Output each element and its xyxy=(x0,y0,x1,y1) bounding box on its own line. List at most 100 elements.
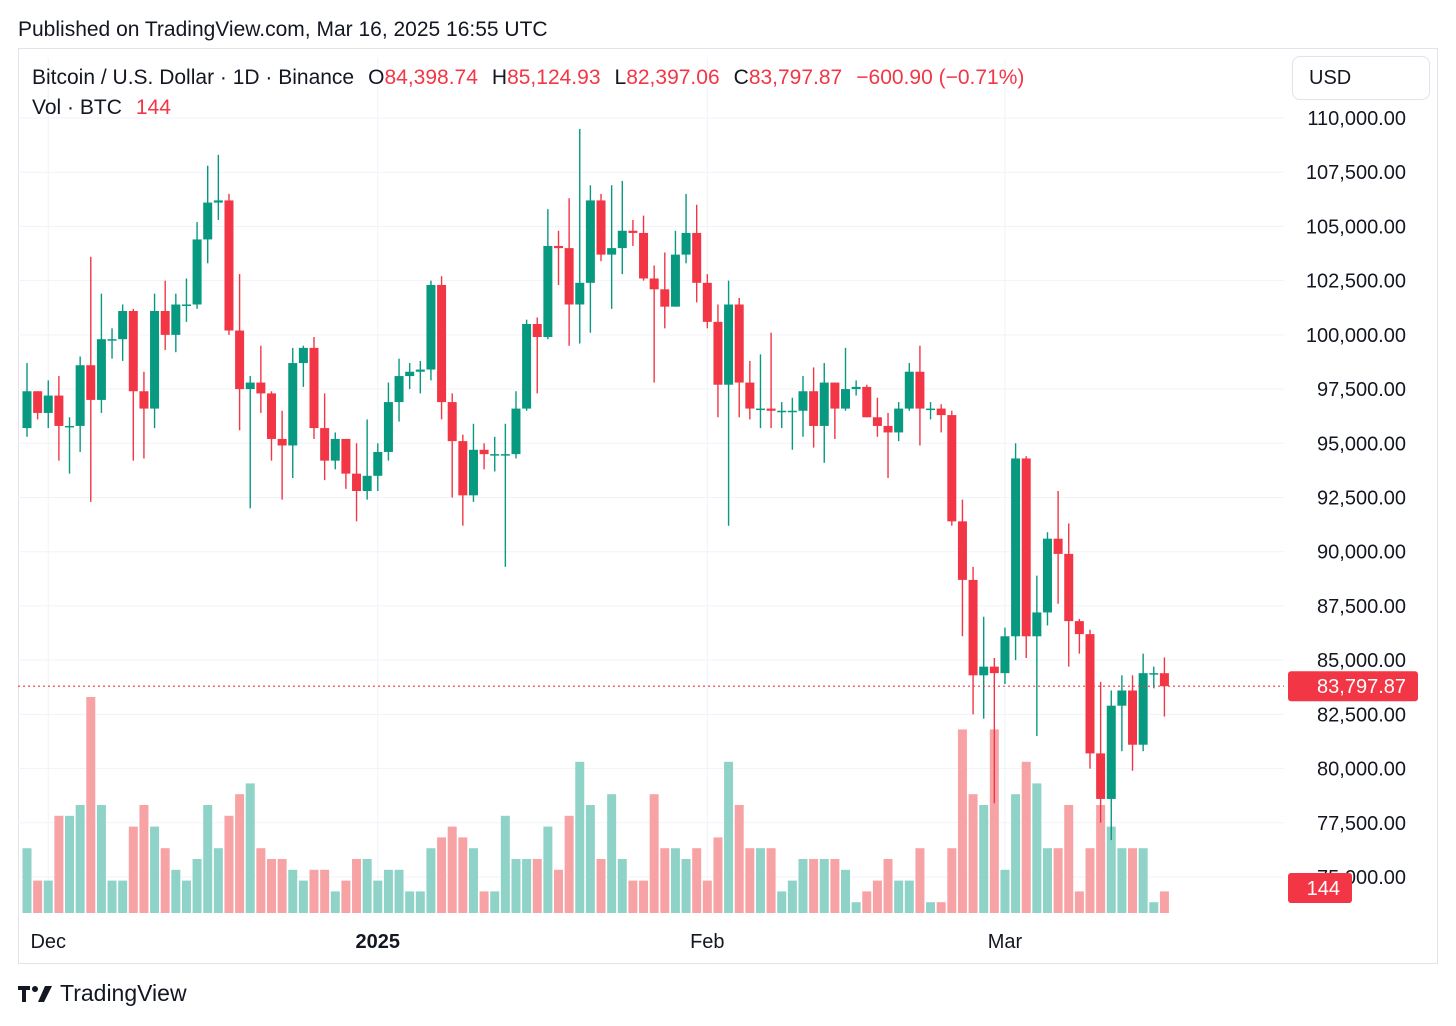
candle-body xyxy=(894,408,904,433)
volume-bar xyxy=(787,880,797,913)
candle-body xyxy=(1128,690,1138,745)
volume-legend: Vol · BTC 144 xyxy=(32,96,171,120)
candle-body xyxy=(745,382,755,409)
candle-body xyxy=(437,284,447,403)
candle-body xyxy=(128,311,138,392)
high-label: H xyxy=(491,66,508,89)
candle-body xyxy=(617,230,627,249)
candle-body xyxy=(1117,690,1127,706)
candle-body xyxy=(203,202,213,240)
x-tick-label: 2025 xyxy=(356,931,401,953)
volume-bar xyxy=(755,848,765,913)
volume-bar xyxy=(543,826,553,913)
currency-button[interactable]: USD xyxy=(1292,56,1430,100)
candle-body xyxy=(309,347,319,429)
candle-body xyxy=(777,410,787,413)
candle-body xyxy=(54,395,64,426)
candle-body xyxy=(1106,705,1116,799)
candle-body xyxy=(872,417,882,426)
candle-body xyxy=(86,365,96,400)
volume-bar xyxy=(989,729,999,913)
volume-bar xyxy=(904,880,914,913)
candle-body xyxy=(660,289,670,307)
volume-bar xyxy=(926,902,936,913)
candle-body xyxy=(245,382,255,390)
candle-body xyxy=(1159,673,1169,687)
volume-bar xyxy=(86,697,96,913)
volume-label[interactable]: Vol · BTC xyxy=(32,96,122,119)
volume-bar xyxy=(309,869,319,913)
volume-bar xyxy=(288,869,298,913)
volume-bar xyxy=(766,848,776,913)
candle-body xyxy=(75,365,85,426)
candle-body xyxy=(1074,621,1084,635)
volume-bar xyxy=(245,783,255,913)
volume-bar xyxy=(235,794,245,913)
volume-bar xyxy=(54,815,64,913)
candle-body xyxy=(819,382,829,426)
candle-body xyxy=(968,579,978,676)
y-tick-label: 90,000.00 xyxy=(1317,542,1406,564)
volume-bar xyxy=(841,869,851,913)
volume-bar xyxy=(150,826,160,913)
candle-body xyxy=(862,386,872,418)
candle-body xyxy=(256,382,266,394)
footer-branding: TradingView xyxy=(18,980,187,1007)
y-tick-label: 102,500.00 xyxy=(1306,271,1406,293)
volume-bar xyxy=(383,869,393,913)
volume-bar xyxy=(458,837,468,913)
candle-body xyxy=(989,666,999,674)
volume-bar xyxy=(617,859,627,913)
volume-bar xyxy=(1053,848,1063,913)
volume-bar xyxy=(692,848,702,913)
volume-bar xyxy=(511,859,521,913)
candle-body xyxy=(926,408,936,411)
volume-bar xyxy=(1159,891,1169,913)
candle-body xyxy=(851,386,861,390)
volume-bar xyxy=(160,848,170,913)
volume-bar xyxy=(490,891,500,913)
volume-bar xyxy=(139,805,149,913)
y-tick-label: 105,000.00 xyxy=(1306,216,1406,238)
candle-body xyxy=(543,245,553,338)
candle-body xyxy=(1064,553,1074,622)
low-value: 82,397.06 xyxy=(626,66,720,89)
y-tick-label: 87,500.00 xyxy=(1317,596,1406,618)
candle-body xyxy=(394,376,404,403)
high-value: 85,124.93 xyxy=(507,66,601,89)
volume-bar xyxy=(724,761,734,913)
candle-body xyxy=(532,324,542,338)
volume-bar xyxy=(426,848,436,913)
candle-body xyxy=(1000,636,1010,674)
candle-body xyxy=(915,371,925,409)
volume-bar xyxy=(1011,794,1021,913)
volume-bar xyxy=(213,848,223,913)
volume-bar xyxy=(585,805,595,913)
volume-bar xyxy=(447,826,457,913)
low-label: L xyxy=(614,66,627,89)
volume-bar xyxy=(936,902,946,913)
candle-body xyxy=(192,239,202,305)
volume-bar xyxy=(373,880,383,913)
volume-bar xyxy=(607,794,617,913)
candle-body xyxy=(118,311,128,340)
volume-bar xyxy=(341,880,351,913)
volume-bar xyxy=(894,880,904,913)
volume-bar xyxy=(1032,783,1042,913)
volume-bar xyxy=(915,848,925,913)
candle-body xyxy=(1138,673,1148,745)
volume-bar xyxy=(862,891,872,913)
volume-bar xyxy=(1149,902,1159,913)
y-tick-label: 92,500.00 xyxy=(1317,488,1406,510)
candle-body xyxy=(575,282,585,305)
candle-body xyxy=(96,339,106,400)
volume-bar xyxy=(713,837,723,913)
volume-bar xyxy=(628,880,638,913)
ohlc-legend: Bitcoin / U.S. Dollar · 1D · Binance O84,… xyxy=(32,66,1024,90)
candle-body xyxy=(107,339,117,341)
candle-body xyxy=(490,454,500,456)
symbol-label[interactable]: Bitcoin / U.S. Dollar · 1D · Binance xyxy=(32,66,355,89)
volume-bar xyxy=(947,848,957,913)
volume-bar xyxy=(266,859,276,913)
